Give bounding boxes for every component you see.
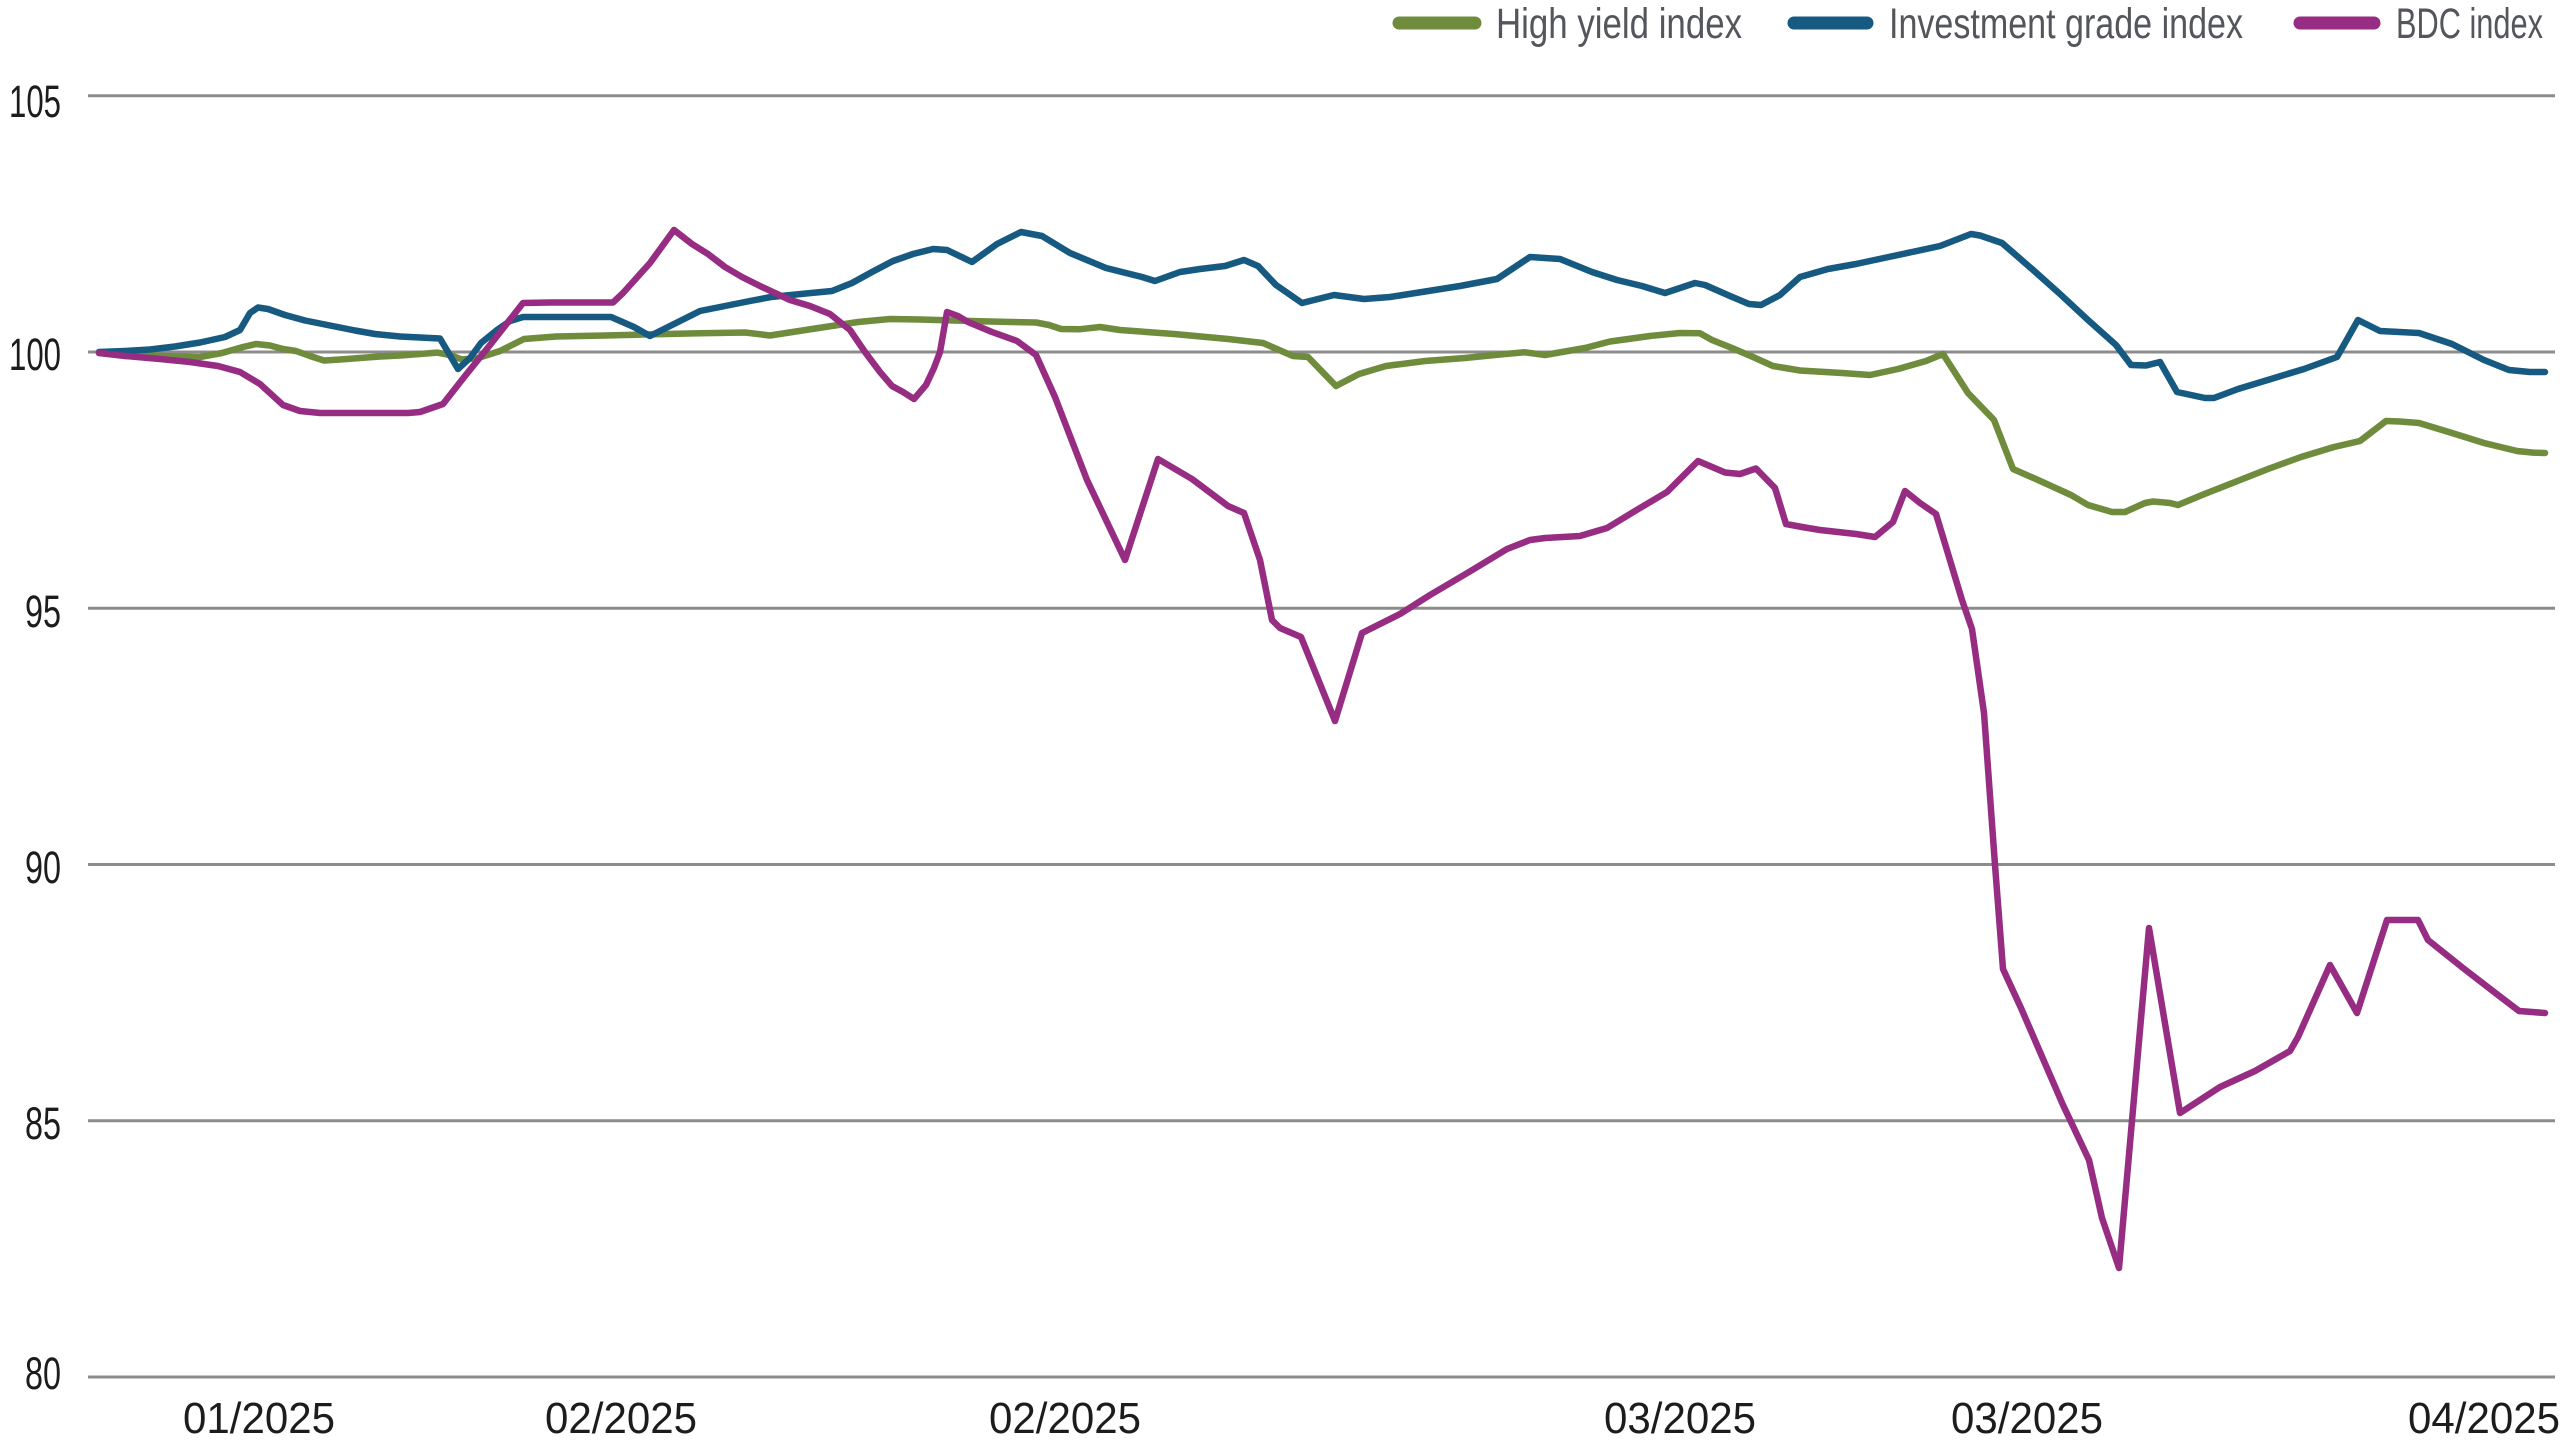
svg-text:04/2025: 04/2025 [2408, 1394, 2560, 1440]
svg-text:85: 85 [25, 1098, 61, 1149]
svg-text:90: 90 [25, 842, 61, 893]
svg-text:95: 95 [25, 586, 61, 637]
svg-text:High yield index: High yield index [1496, 0, 1742, 48]
svg-text:80: 80 [25, 1348, 61, 1399]
svg-text:02/2025: 02/2025 [989, 1394, 1141, 1440]
svg-text:BDC index: BDC index [2396, 0, 2543, 48]
svg-text:01/2025: 01/2025 [183, 1394, 335, 1440]
svg-text:02/2025: 02/2025 [545, 1394, 697, 1440]
svg-text:03/2025: 03/2025 [1604, 1394, 1756, 1440]
svg-text:Investment grade index: Investment grade index [1889, 0, 2243, 48]
svg-text:100: 100 [9, 329, 61, 380]
svg-text:03/2025: 03/2025 [1951, 1394, 2103, 1440]
svg-text:105: 105 [9, 76, 61, 127]
